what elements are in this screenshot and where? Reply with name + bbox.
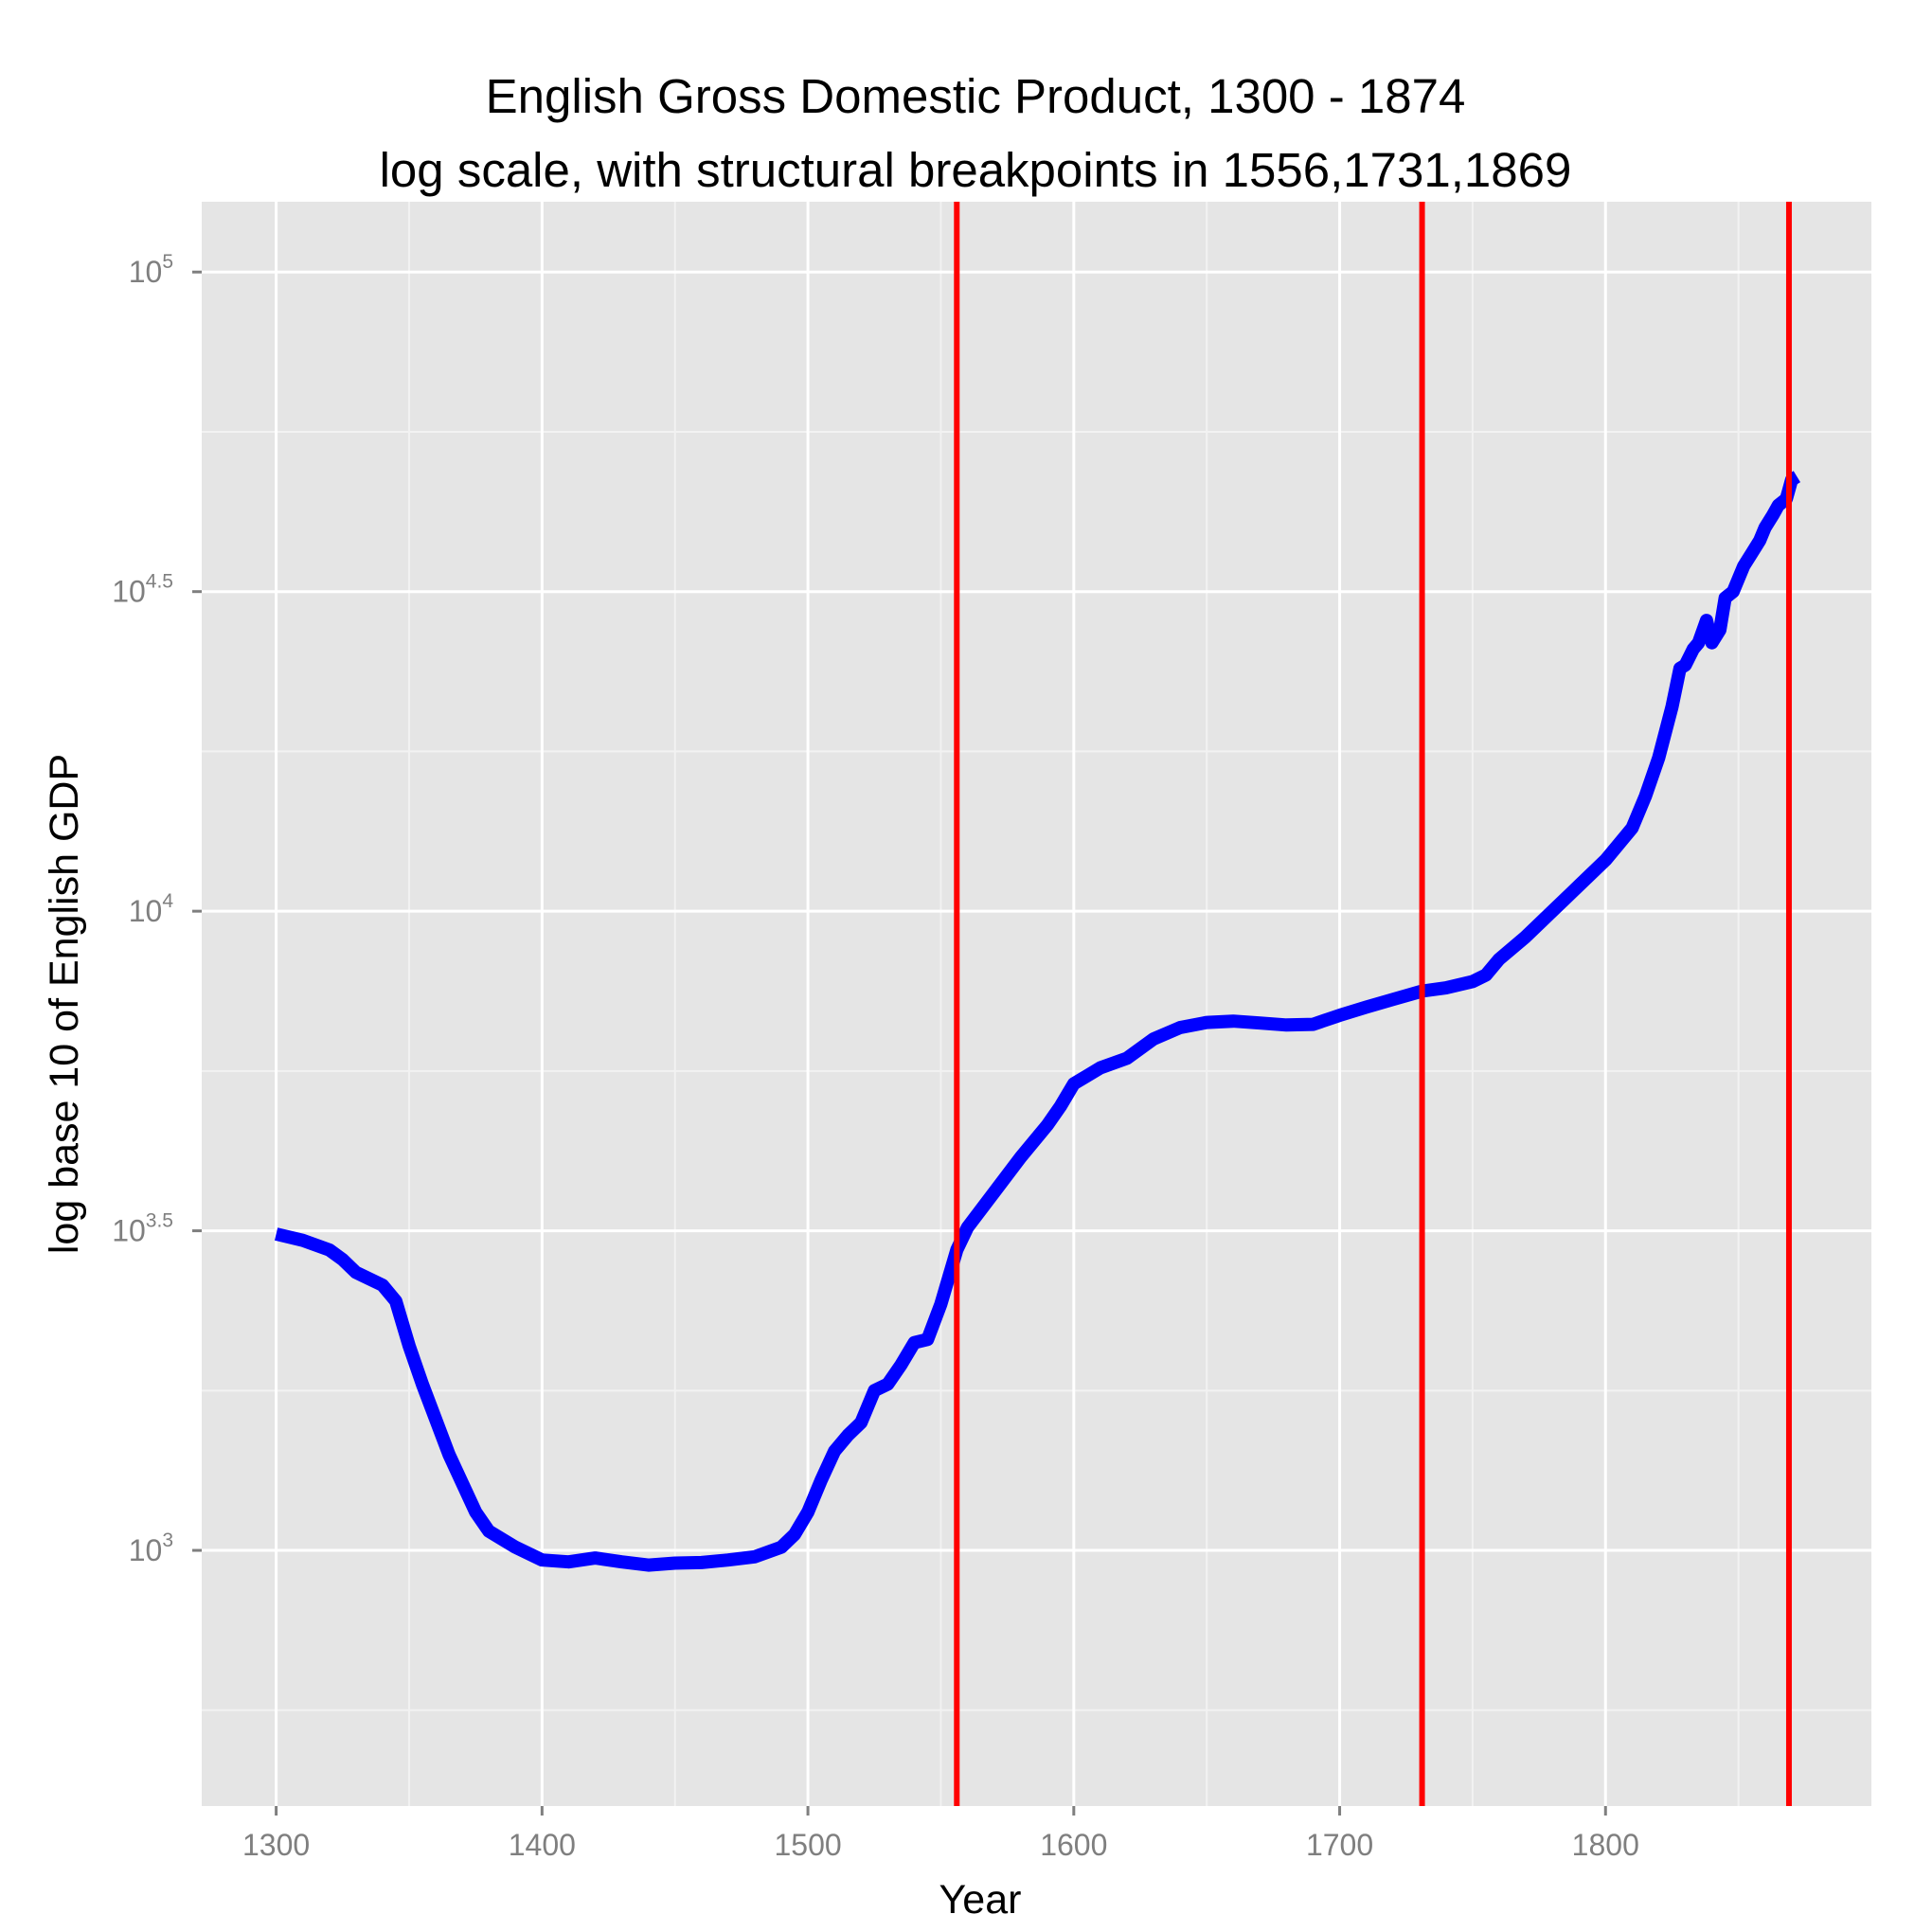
x-tick-label: 1500 [774,1828,841,1862]
y-axis-title: log base 10 of English GDP [42,754,87,1254]
x-tick-label: 1400 [509,1828,576,1862]
chart-subtitle: log scale, with structural breakpoints i… [380,143,1572,197]
y-tick-label: 105 [129,251,173,289]
y-tick-label: 104 [129,890,174,928]
x-axis-title: Year [939,1877,1022,1923]
x-tick-label: 1300 [242,1828,310,1862]
minor-gridlines [202,202,1871,1806]
x-tick-label: 1800 [1572,1828,1639,1862]
x-tick-label: 1600 [1040,1828,1107,1862]
breakpoint-lines [954,202,1792,1806]
plot-panel [202,202,1871,1806]
series-line-0 [274,471,1801,1572]
y-tick-label: 103.5 [112,1210,173,1248]
major-gridlines [202,202,1871,1806]
data-series [274,471,1801,1572]
y-tick-label: 103 [129,1530,173,1567]
y-axis: 103 103.5 104 104.5 105 [112,251,202,1567]
chart-title: English Gross Domestic Product, 1300 - 1… [486,69,1466,123]
x-axis: 1300 1400 1500 1600 1700 1800 [242,1806,1639,1862]
y-tick-label: 104.5 [112,571,173,609]
x-tick-label: 1700 [1306,1828,1373,1862]
